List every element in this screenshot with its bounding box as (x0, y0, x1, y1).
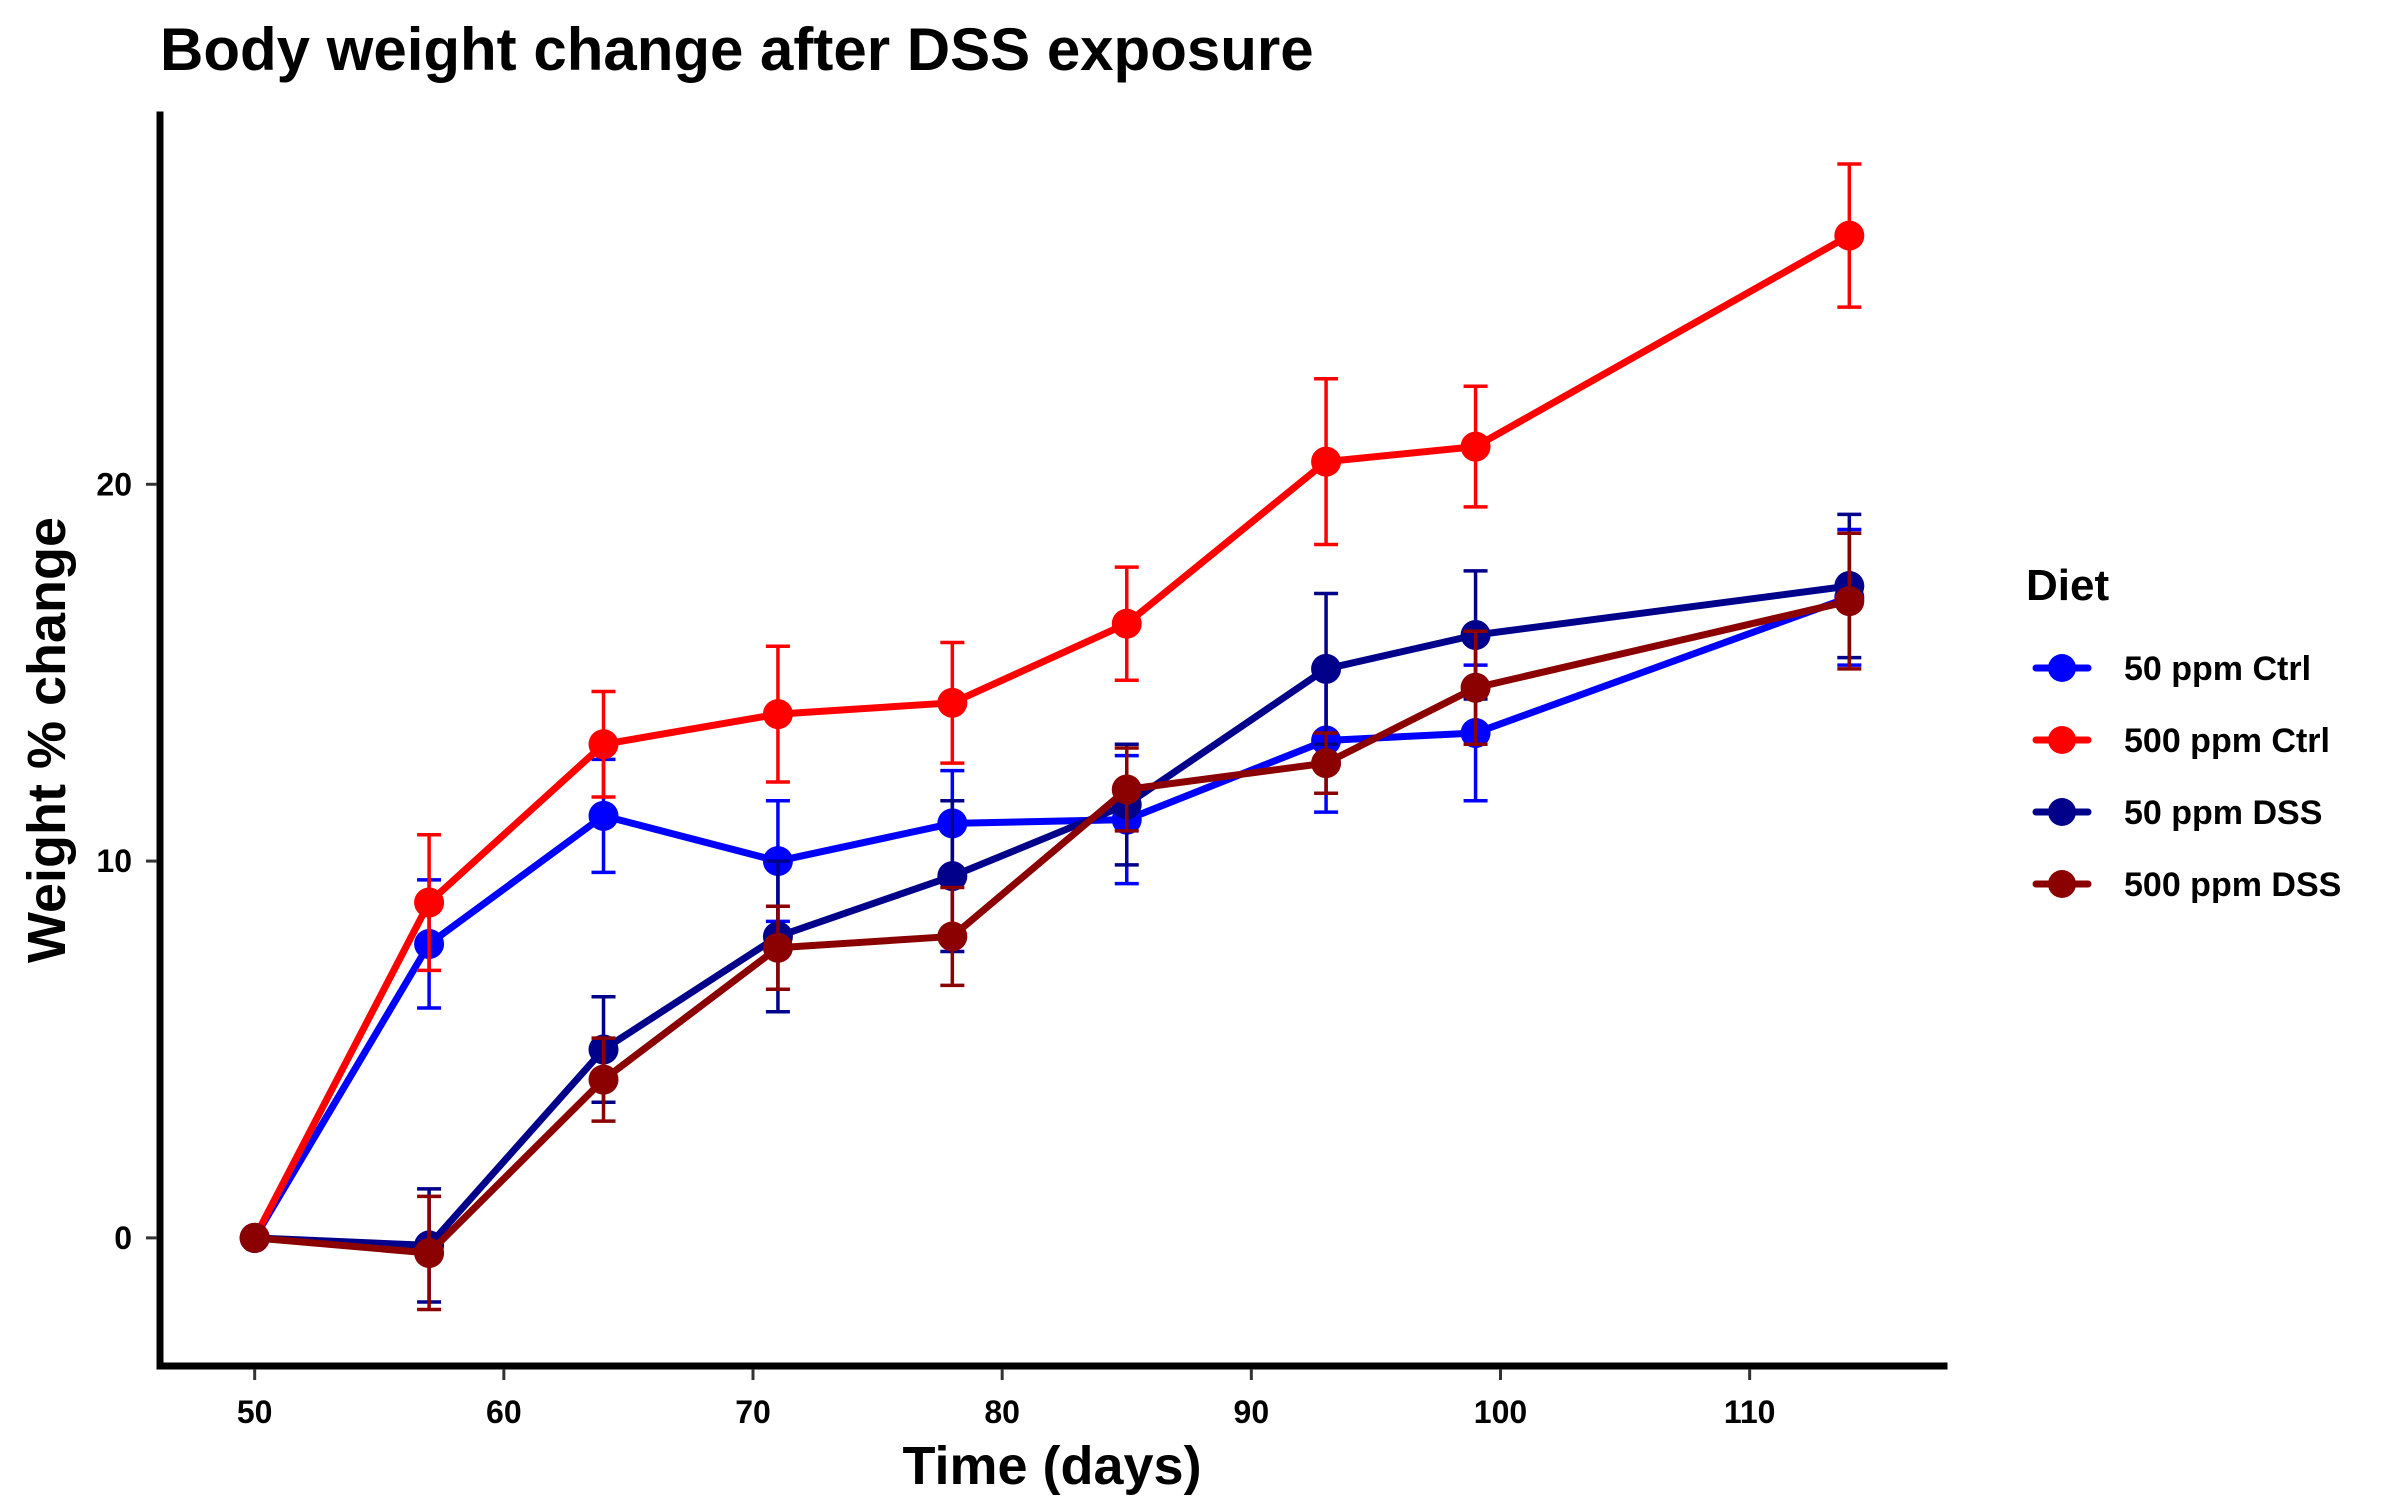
x-tick-label: 70 (735, 1394, 771, 1430)
data-point (588, 800, 619, 831)
chart-title: Body weight change after DSS exposure (160, 16, 1314, 83)
legend-label: 500 ppm Ctrl (2124, 722, 2330, 760)
data-point (588, 1064, 619, 1095)
y-tick-label: 0 (114, 1220, 132, 1256)
legend-label: 50 ppm Ctrl (2124, 650, 2311, 688)
data-point (239, 1222, 270, 1253)
data-point (1311, 653, 1342, 684)
legend-item-500-ppm-ctrl: 500 ppm Ctrl (2032, 722, 2330, 760)
legend-title: Diet (2026, 561, 2109, 610)
data-point (1311, 748, 1342, 779)
y-axis-ticks: 0 10 20 (96, 466, 157, 1256)
data-point (762, 699, 793, 730)
legend-items: 50 ppm Ctrl 500 ppm Ctrl 50 ppm DSS 500 ppm… (2032, 650, 2341, 904)
x-tick-label: 90 (1234, 1394, 1270, 1430)
legend-label: 500 ppm DSS (2124, 866, 2341, 904)
y-axis-title: Weight % change (17, 517, 77, 963)
legend-item-50-ppm-dss: 50 ppm DSS (2032, 794, 2322, 832)
legend-marker (2048, 654, 2076, 682)
y-tick-label: 20 (96, 466, 132, 502)
legend-marker (2048, 870, 2076, 898)
data-point (762, 932, 793, 963)
data-point (1834, 586, 1865, 617)
data-point (1311, 446, 1342, 477)
x-tick-label: 100 (1474, 1394, 1527, 1430)
data-point (1460, 672, 1491, 703)
series-500-ppm-dss (239, 531, 1865, 1312)
data-point (414, 887, 445, 918)
legend-item-500-ppm-dss: 500 ppm DSS (2032, 866, 2341, 904)
y-tick-label: 10 (96, 843, 132, 879)
data-point (937, 687, 968, 718)
data-point (1834, 220, 1865, 251)
legend-marker (2048, 726, 2076, 754)
x-axis-ticks: 50 60 70 80 90 100 110 (237, 1369, 1776, 1430)
legend-marker (2048, 798, 2076, 826)
data-point (937, 921, 968, 952)
x-tick-label: 80 (984, 1394, 1020, 1430)
data-point (1460, 431, 1491, 462)
x-axis-title: Time (days) (902, 1436, 1201, 1496)
data-point (414, 1237, 445, 1268)
data-point (937, 861, 968, 892)
series-500-ppm-ctrl (239, 162, 1865, 1253)
data-point (588, 729, 619, 760)
x-tick-label: 60 (486, 1394, 522, 1430)
legend-item-50-ppm-ctrl: 50 ppm Ctrl (2032, 650, 2311, 688)
data-point (1111, 774, 1142, 805)
series-layer (239, 162, 1865, 1312)
x-tick-label: 50 (237, 1394, 273, 1430)
legend-label: 50 ppm DSS (2124, 794, 2322, 832)
data-point (1111, 608, 1142, 639)
x-tick-label: 110 (1724, 1394, 1776, 1430)
plot-area: 50 60 70 80 90 100 110 0 10 20 (96, 111, 1948, 1430)
